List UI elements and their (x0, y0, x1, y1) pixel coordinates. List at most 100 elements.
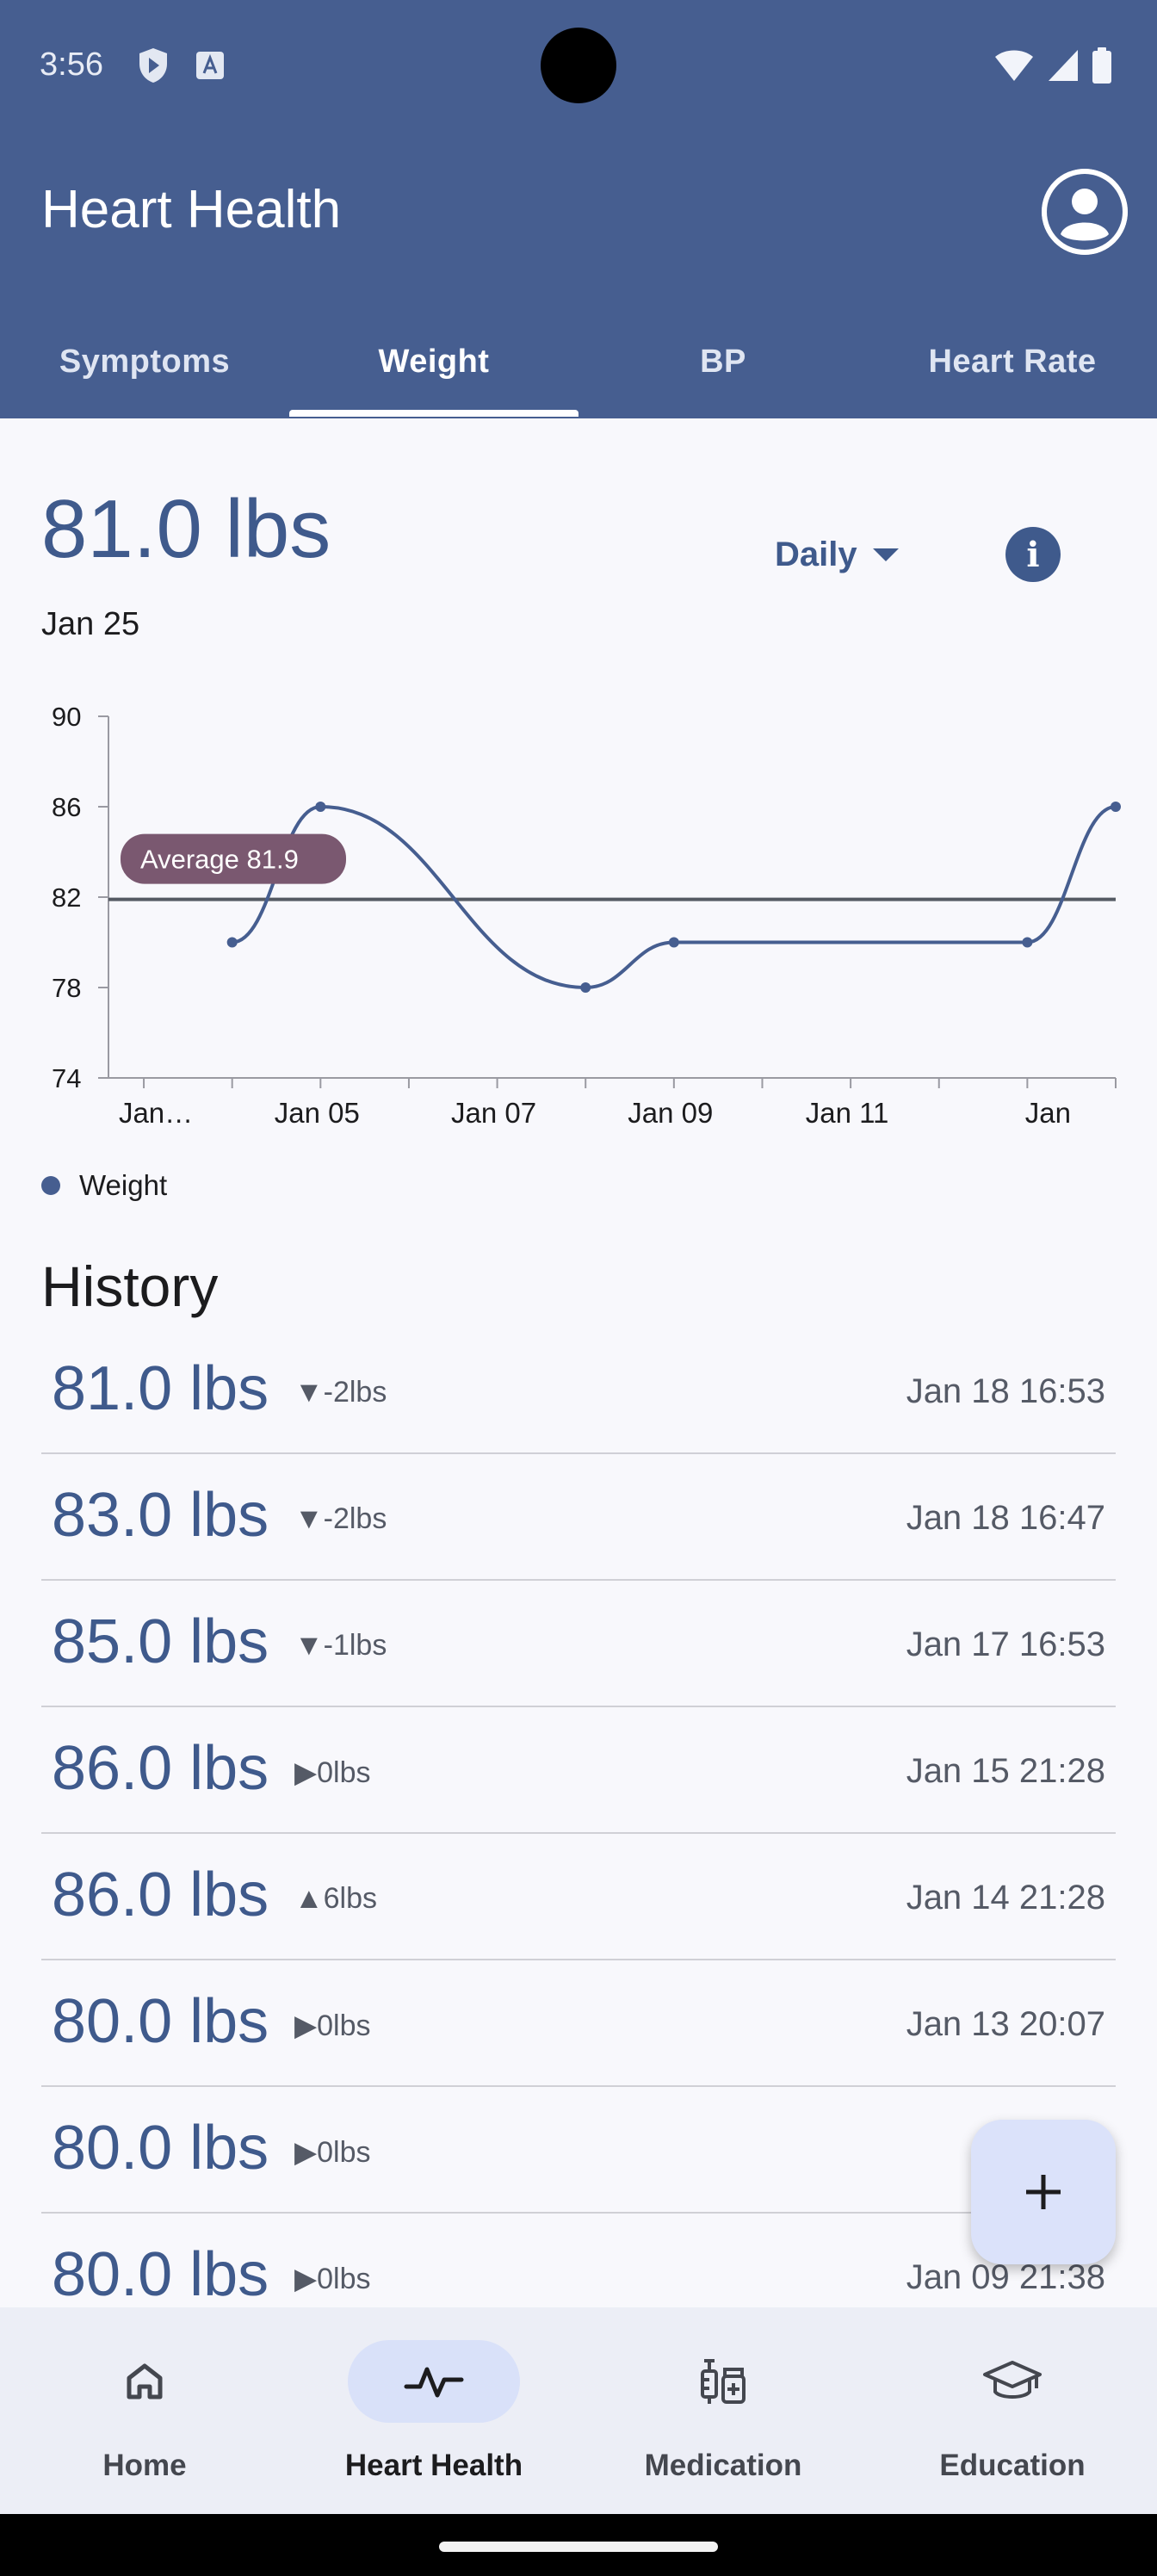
x-tick-label: Jan (1025, 1097, 1071, 1129)
history-delta: ▲6lbs (294, 1882, 378, 1915)
medication-icon (701, 2359, 746, 2404)
bottom-navigation: Home Heart Health Medication Educat (0, 2307, 1157, 2514)
nav-education[interactable]: Education (868, 2307, 1157, 2514)
history-weight: 80.0 lbs (52, 2240, 269, 2309)
history-weight: 85.0 lbs (52, 1607, 269, 1676)
tab-bp[interactable]: BP (700, 343, 746, 380)
y-tick-label: 90 (52, 702, 81, 732)
history-date: Jan 18 16:47 (906, 1499, 1105, 1537)
nav-medication-label: Medication (644, 2449, 802, 2482)
nav-heart-health[interactable]: Heart Health (289, 2307, 578, 2514)
tab-indicator (289, 410, 578, 417)
x-tick-label: Jan… (119, 1097, 193, 1129)
chart-legend: Weight (41, 1169, 167, 1202)
x-tick-label: Jan 05 (275, 1097, 360, 1129)
weight-data-point (1022, 937, 1033, 948)
history-delta: ▶0lbs (294, 2009, 371, 2042)
current-weight-value: 81.0 lbs (41, 483, 331, 575)
history-delta: ▼-2lbs (294, 1502, 387, 1535)
y-tick-label: 86 (52, 792, 81, 822)
history-row[interactable]: 83.0 lbs ▼-2lbs Jan 18 16:47 (41, 1454, 1116, 1581)
average-badge-bg (121, 833, 346, 884)
period-dropdown-label: Daily (775, 535, 857, 573)
period-dropdown[interactable]: Daily (775, 530, 899, 579)
nav-education-indicator (926, 2340, 1098, 2423)
history-date: Jan 13 20:07 (906, 2005, 1105, 2043)
weight-data-point (315, 802, 326, 812)
chart-y-ticks: 74 78 82 86 90 (52, 702, 108, 1093)
history-date: Jan 14 21:28 (906, 1879, 1105, 1917)
history-delta: ▶0lbs (294, 2136, 371, 2169)
y-tick-label: 74 (52, 1063, 81, 1093)
x-tick-label: Jan 09 (628, 1097, 713, 1129)
status-time: 3:56 (40, 46, 103, 83)
current-weight-date: Jan 25 (41, 606, 140, 642)
nav-heart-health-indicator (348, 2340, 520, 2423)
heart-pulse-icon (404, 2367, 464, 2398)
gesture-handle[interactable] (439, 2542, 718, 2552)
history-date: Jan 15 21:28 (906, 1752, 1105, 1790)
y-tick-label: 82 (52, 882, 81, 913)
history-row[interactable]: 80.0 lbs ▶0lbs Jan 09 21:38 (41, 2214, 1116, 2309)
chart-axes (108, 716, 1116, 1079)
school-icon (983, 2361, 1042, 2399)
history-date: Jan 18 16:53 (906, 1372, 1105, 1410)
nav-medication-indicator (637, 2340, 809, 2423)
nav-heart-health-label: Heart Health (344, 2449, 523, 2482)
weight-series-points (226, 802, 1121, 993)
account-button[interactable] (1042, 169, 1128, 255)
signal-icon (1049, 50, 1078, 81)
tab-row: Symptoms Weight BP Heart Rate (0, 307, 1157, 418)
average-badge: Average 81.9 (121, 833, 346, 884)
history-row[interactable]: 80.0 lbs ▶0lbs Jan 13 20:07 (41, 1960, 1116, 2087)
history-delta: ▼-2lbs (294, 1376, 387, 1409)
history-weight: 83.0 lbs (52, 1481, 269, 1550)
info-icon: i (1026, 534, 1040, 575)
legend-label: Weight (79, 1169, 168, 1201)
status-bar: 3:56 (0, 0, 1157, 129)
nav-medication[interactable]: Medication (578, 2307, 868, 2514)
nav-education-label: Education (939, 2449, 1086, 2482)
home-icon (127, 2363, 163, 2400)
dropdown-arrow-icon (872, 548, 899, 561)
nav-home-indicator (59, 2340, 231, 2423)
status-icons (993, 46, 1112, 84)
history-row[interactable]: 85.0 lbs ▼-1lbs Jan 17 16:53 (41, 1581, 1116, 1707)
legend-swatch (41, 1176, 60, 1195)
x-tick-label: Jan 11 (806, 1097, 889, 1129)
chart-x-ticks: Jan… Jan 05 Jan 07 Jan 09 Jan 11 Jan (119, 1078, 1117, 1129)
history-date: Jan 09 21:38 (906, 2258, 1105, 2296)
history-weight: 80.0 lbs (52, 2114, 269, 2183)
info-button[interactable]: i (1005, 527, 1061, 582)
nav-home[interactable]: Home (0, 2307, 289, 2514)
history-row[interactable]: 86.0 lbs ▲6lbs Jan 14 21:28 (41, 1834, 1116, 1960)
y-tick-label: 78 (52, 973, 81, 1003)
shield-icon (139, 48, 167, 83)
nav-home-label: Home (102, 2449, 187, 2482)
weight-chart: Jan… Jan 05 Jan 07 Jan 09 Jan 11 Jan 74 78 82 86… (52, 702, 1121, 1129)
add-entry-button[interactable] (971, 2120, 1116, 2264)
history-row[interactable]: 86.0 lbs ▶0lbs Jan 15 21:28 (41, 1707, 1116, 1834)
top-app-bar: 3:56 Heart Health (0, 0, 1157, 418)
keyboard-app-icon (196, 52, 224, 79)
tab-weight[interactable]: Weight (378, 343, 490, 380)
history-row[interactable]: 81.0 lbs ▼-2lbs Jan 18 16:53 (41, 1328, 1116, 1454)
wifi-icon (995, 50, 1033, 81)
weight-data-point (580, 982, 591, 993)
history-weight: 86.0 lbs (52, 1734, 269, 1803)
camera-cutout (541, 28, 616, 103)
plus-icon (1026, 2175, 1061, 2209)
battery-icon (1092, 47, 1111, 84)
app-title: Heart Health (41, 180, 342, 239)
tab-symptoms[interactable]: Symptoms (59, 343, 231, 380)
history-delta: ▶0lbs (294, 2263, 371, 2295)
history-date: Jan 17 16:53 (906, 1625, 1105, 1663)
history-weight: 86.0 lbs (52, 1861, 269, 1929)
weight-data-point (1111, 802, 1121, 812)
history-weight: 81.0 lbs (52, 1354, 269, 1423)
account-icon (1042, 169, 1128, 255)
weight-series-line (232, 804, 1117, 990)
tab-heart-rate[interactable]: Heart Rate (928, 343, 1097, 380)
history-title: History (41, 1254, 219, 1318)
